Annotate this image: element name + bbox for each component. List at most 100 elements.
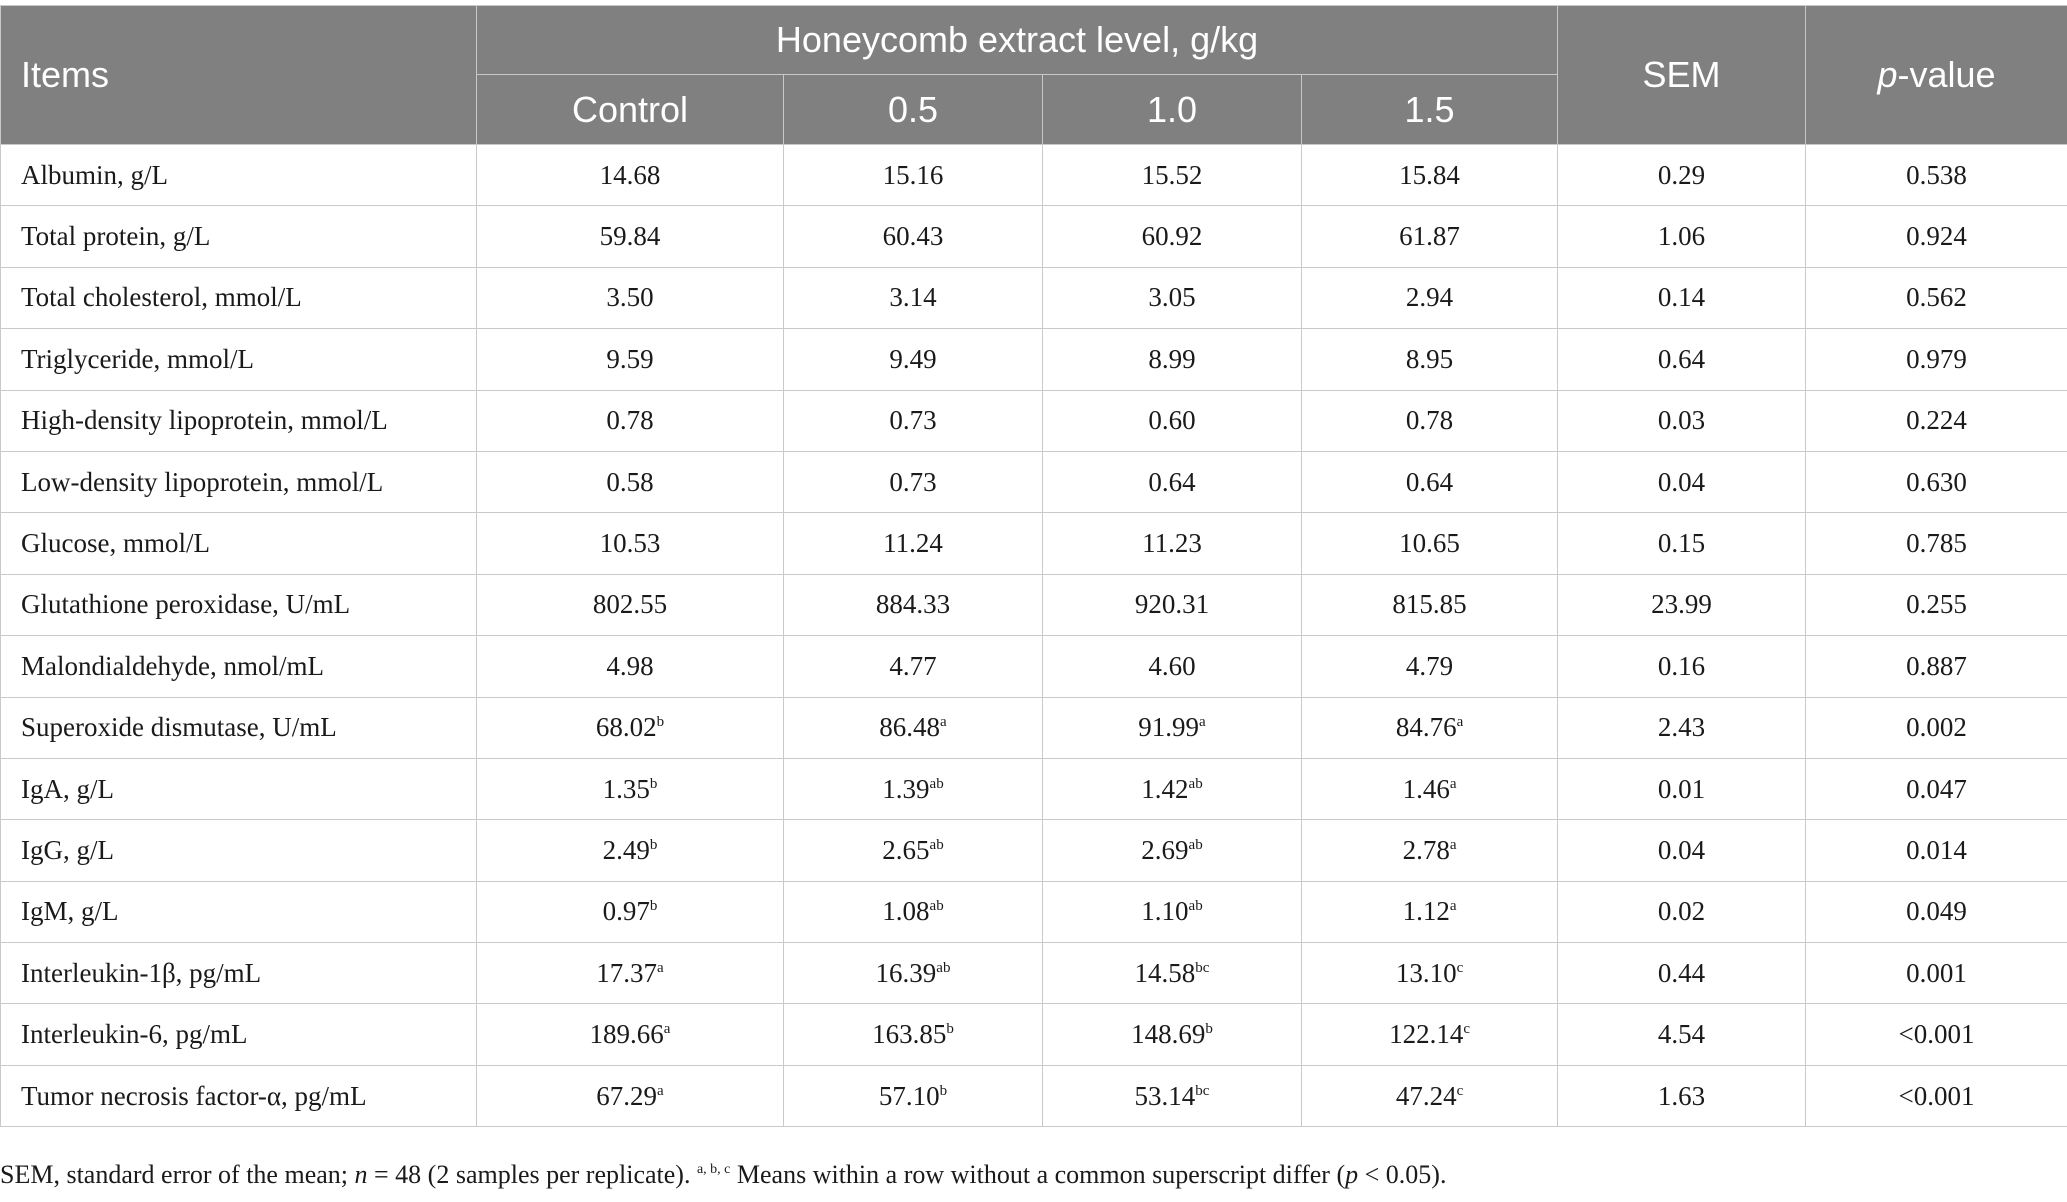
cell-superscript: b: [649, 898, 658, 915]
cell-value: 68.02: [595, 712, 657, 743]
cell-pvalue: 0.224: [1805, 389, 2067, 452]
row-label: Interleukin-6, pg/mL: [0, 1003, 477, 1066]
cell-value: 59.84: [599, 221, 661, 252]
cell-level-1: 163.85b: [783, 1003, 1043, 1066]
cell-level-0: 14.68: [476, 143, 784, 207]
cell-superscript: ab: [1188, 898, 1203, 915]
cell-pvalue: 0.014: [1805, 819, 2067, 882]
row-label: Low-density lipoprotein, mmol/L: [0, 450, 477, 514]
cell-pvalue: 0.255: [1805, 573, 2067, 637]
cell-superscript: ab: [936, 959, 951, 976]
cell-value: 815.85: [1392, 589, 1467, 620]
cell-level-3: 2.78a: [1300, 819, 1559, 882]
cell-level-3: 815.85: [1300, 573, 1559, 637]
cell-level-2: 8.99: [1042, 328, 1302, 391]
table-row: Total protein, g/L 59.84 60.43 60.92 61.87 1.…: [0, 205, 2067, 268]
cell-pvalue: 0.979: [1805, 328, 2067, 391]
header-pvalue: p-value: [1805, 5, 2067, 145]
cell-superscript: a: [1449, 775, 1457, 792]
cell-value: 0.73: [889, 466, 937, 497]
cell-level-3: 4.79: [1300, 635, 1559, 698]
cell-level-0: 0.78: [476, 389, 784, 452]
cell-level-3: 84.76a: [1300, 696, 1559, 759]
cell-value: 9.49: [889, 343, 937, 374]
cell-value: 60.43: [882, 221, 944, 252]
cell-pvalue: 0.002: [1805, 696, 2067, 759]
row-label: Glutathione peroxidase, U/mL: [0, 573, 477, 637]
cell-value: 0.97: [602, 896, 650, 927]
cell-superscript: a: [1199, 714, 1206, 731]
table-body: Albumin, g/L 14.68 15.16 15.52 15.84 0.29 0.53…: [0, 143, 2067, 1128]
cell-level-1: 3.14: [783, 266, 1043, 330]
header-level-1-0: 1.0: [1042, 74, 1302, 145]
cell-value: 9.59: [606, 343, 654, 374]
cell-superscript: b: [939, 1082, 948, 1099]
cell-superscript: b: [1205, 1021, 1213, 1038]
cell-superscript: ab: [929, 898, 944, 915]
cell-value: 15.84: [1399, 159, 1460, 190]
cell-pvalue: <0.001: [1805, 1064, 2067, 1128]
cell-value: 2.65: [882, 834, 930, 865]
footnote-part2: = 48 (2 samples per replicate).: [367, 1160, 697, 1189]
cell-value: 1.12: [1402, 896, 1450, 927]
cell-level-2: 53.14bc: [1042, 1064, 1302, 1128]
cell-level-3: 13.10c: [1300, 942, 1559, 1005]
cell-value: 1.39: [882, 773, 930, 804]
cell-sem: 0.03: [1557, 389, 1807, 452]
table-row: Albumin, g/L 14.68 15.16 15.52 15.84 0.29 0.53…: [0, 143, 2067, 207]
cell-pvalue: 0.887: [1805, 635, 2067, 698]
cell-value: 4.77: [889, 650, 937, 681]
cell-sem: 0.02: [1557, 880, 1807, 944]
cell-level-2: 11.23: [1042, 512, 1302, 575]
header-level-0-5: 0.5: [783, 74, 1043, 145]
cell-value: 84.76: [1395, 712, 1457, 743]
cell-value: 8.99: [1148, 343, 1196, 374]
table-row: Interleukin-1β, pg/mL 17.37a 16.39ab 14.58b…: [0, 942, 2067, 1005]
cell-superscript: a: [657, 1082, 664, 1099]
cell-level-3: 47.24c: [1300, 1064, 1559, 1128]
header-pvalue-italic: p: [1877, 54, 1898, 95]
cell-superscript: ab: [929, 775, 944, 792]
cell-superscript: ab: [929, 836, 944, 853]
cell-value: 148.69: [1131, 1019, 1206, 1050]
row-label: Triglyceride, mmol/L: [0, 328, 477, 391]
cell-sem: 0.14: [1557, 266, 1807, 330]
cell-value: 91.99: [1138, 712, 1200, 743]
cell-value: 4.60: [1148, 650, 1196, 681]
cell-level-1: 11.24: [783, 512, 1043, 575]
row-label: Tumor necrosis factor-α, pg/mL: [0, 1064, 477, 1128]
table-header: Items Honeycomb extract level, g/kg SEM …: [0, 5, 2067, 145]
cell-sem: 0.64: [1557, 328, 1807, 391]
cell-level-0: 59.84: [476, 205, 784, 268]
cell-level-1: 2.65ab: [783, 819, 1043, 882]
cell-sem: 0.15: [1557, 512, 1807, 575]
cell-superscript: b: [649, 775, 658, 792]
results-table-container: Items Honeycomb extract level, g/kg SEM …: [0, 5, 2067, 1128]
row-label: Superoxide dismutase, U/mL: [0, 696, 477, 759]
cell-sem: 0.04: [1557, 450, 1807, 514]
row-label: Interleukin-1β, pg/mL: [0, 942, 477, 1005]
table-row: Triglyceride, mmol/L 9.59 9.49 8.99 8.95 0.64…: [0, 328, 2067, 391]
cell-value: 17.37: [596, 957, 658, 988]
cell-level-3: 0.78: [1300, 389, 1559, 452]
cell-value: 0.60: [1148, 405, 1196, 436]
cell-superscript: a: [940, 714, 947, 731]
cell-value: 15.52: [1141, 159, 1203, 190]
cell-sem: 4.54: [1557, 1003, 1807, 1066]
cell-value: 3.14: [889, 282, 937, 313]
header-group: Honeycomb extract level, g/kg: [475, 5, 1559, 75]
cell-value: 15.16: [882, 159, 944, 190]
cell-level-2: 0.60: [1042, 389, 1302, 452]
cell-superscript: a: [1449, 898, 1457, 915]
results-table: Items Honeycomb extract level, g/kg SEM …: [0, 5, 2067, 1128]
footnote-part4: < 0.05).: [1358, 1160, 1447, 1189]
cell-level-2: 14.58bc: [1042, 942, 1302, 1005]
table-row: Interleukin-6, pg/mL 189.66a 163.85b 148.69…: [0, 1003, 2067, 1066]
cell-level-1: 884.33: [783, 573, 1043, 637]
cell-pvalue: 0.785: [1805, 512, 2067, 575]
cell-value: 0.58: [606, 466, 654, 497]
cell-sem: 1.06: [1557, 205, 1807, 268]
cell-value: 920.31: [1134, 589, 1210, 620]
table-row: Total cholesterol, mmol/L 3.50 3.14 3.05 2.9…: [0, 266, 2067, 330]
header-level-1-5: 1.5: [1300, 74, 1559, 145]
